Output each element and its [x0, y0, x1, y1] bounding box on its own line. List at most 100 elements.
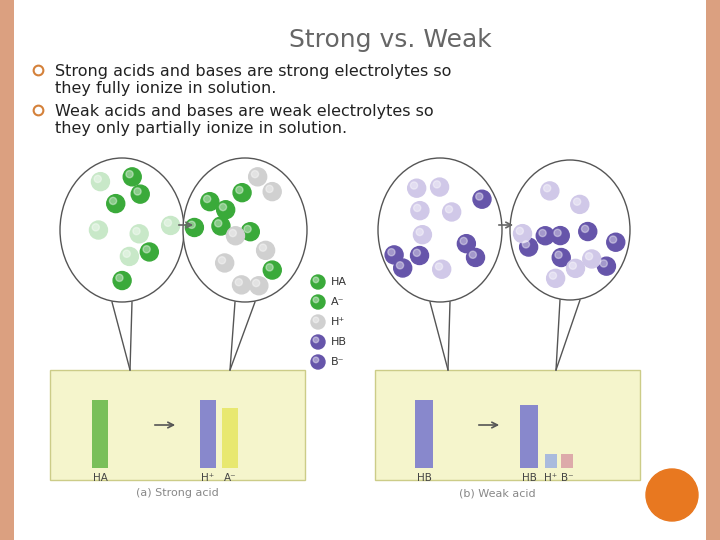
Circle shape — [388, 248, 395, 256]
Circle shape — [539, 230, 546, 237]
Circle shape — [544, 185, 551, 192]
Circle shape — [313, 277, 319, 283]
Circle shape — [546, 269, 564, 287]
Circle shape — [609, 236, 616, 243]
Circle shape — [571, 195, 589, 213]
Circle shape — [313, 317, 319, 323]
Circle shape — [549, 272, 557, 279]
Circle shape — [460, 238, 467, 245]
Ellipse shape — [60, 158, 184, 302]
Circle shape — [313, 337, 319, 343]
Circle shape — [413, 204, 420, 212]
Circle shape — [411, 201, 429, 220]
Circle shape — [513, 225, 531, 242]
Circle shape — [555, 251, 562, 259]
Text: Strong acids and bases are strong electrolytes so: Strong acids and bases are strong electr… — [55, 64, 451, 79]
Circle shape — [570, 262, 577, 269]
Circle shape — [204, 195, 211, 202]
Circle shape — [574, 198, 581, 205]
Text: Strong vs. Weak: Strong vs. Weak — [289, 28, 491, 52]
Circle shape — [394, 259, 412, 277]
Text: HB: HB — [331, 337, 347, 347]
FancyBboxPatch shape — [375, 370, 640, 480]
FancyBboxPatch shape — [561, 454, 573, 468]
Text: (a) Strong acid: (a) Strong acid — [135, 488, 218, 498]
Circle shape — [218, 256, 225, 264]
Circle shape — [552, 227, 570, 245]
Circle shape — [554, 230, 561, 237]
Circle shape — [92, 224, 99, 231]
Circle shape — [313, 297, 319, 303]
Circle shape — [216, 254, 234, 272]
Circle shape — [473, 190, 491, 208]
Circle shape — [130, 225, 148, 243]
Polygon shape — [230, 302, 255, 370]
Circle shape — [123, 250, 130, 258]
Circle shape — [109, 197, 117, 205]
Circle shape — [212, 217, 230, 235]
Circle shape — [253, 279, 260, 287]
Circle shape — [131, 185, 149, 203]
Circle shape — [133, 227, 140, 235]
Circle shape — [313, 357, 319, 363]
Circle shape — [89, 221, 107, 239]
Circle shape — [233, 184, 251, 201]
Circle shape — [457, 235, 475, 253]
Circle shape — [552, 248, 570, 267]
Circle shape — [123, 168, 141, 186]
Ellipse shape — [183, 158, 307, 302]
Circle shape — [120, 247, 138, 266]
Circle shape — [113, 272, 131, 289]
Polygon shape — [556, 300, 580, 370]
Circle shape — [311, 335, 325, 349]
Circle shape — [244, 225, 251, 233]
Circle shape — [536, 227, 554, 245]
Circle shape — [94, 176, 102, 183]
Circle shape — [467, 248, 485, 266]
Text: (b) Weak acid: (b) Weak acid — [459, 488, 535, 498]
Circle shape — [161, 217, 179, 234]
FancyBboxPatch shape — [415, 400, 433, 468]
Circle shape — [436, 263, 443, 270]
Circle shape — [600, 260, 608, 267]
Text: A⁻: A⁻ — [331, 297, 344, 307]
Text: H⁺: H⁺ — [331, 317, 346, 327]
Circle shape — [408, 179, 426, 197]
FancyBboxPatch shape — [92, 400, 108, 468]
Text: H⁺: H⁺ — [544, 473, 557, 483]
Circle shape — [585, 253, 593, 260]
Circle shape — [516, 227, 523, 234]
Text: B⁻: B⁻ — [561, 473, 573, 483]
Text: Weak acids and bases are weak electrolytes so: Weak acids and bases are weak electrolyt… — [55, 104, 433, 119]
Circle shape — [126, 171, 133, 178]
Circle shape — [385, 246, 403, 264]
Circle shape — [217, 201, 235, 219]
Circle shape — [469, 251, 477, 258]
Circle shape — [116, 274, 123, 281]
FancyBboxPatch shape — [706, 0, 720, 540]
Circle shape — [140, 243, 158, 261]
Circle shape — [311, 315, 325, 329]
Text: B⁻: B⁻ — [331, 357, 344, 367]
Circle shape — [229, 230, 236, 237]
Circle shape — [266, 264, 273, 271]
Text: they fully ionize in solution.: they fully ionize in solution. — [55, 81, 276, 96]
Polygon shape — [112, 302, 132, 370]
Circle shape — [582, 225, 589, 232]
Circle shape — [185, 219, 203, 237]
Circle shape — [416, 228, 423, 235]
Circle shape — [107, 194, 125, 213]
Circle shape — [476, 193, 483, 200]
FancyBboxPatch shape — [222, 408, 238, 468]
Text: they only partially ionize in solution.: they only partially ionize in solution. — [55, 121, 347, 136]
Circle shape — [256, 241, 274, 259]
Circle shape — [188, 221, 195, 228]
Text: HB: HB — [521, 473, 536, 483]
Circle shape — [311, 295, 325, 309]
FancyBboxPatch shape — [50, 370, 305, 480]
Circle shape — [433, 260, 451, 278]
Circle shape — [443, 203, 461, 221]
Circle shape — [250, 276, 268, 295]
Circle shape — [134, 188, 141, 195]
FancyBboxPatch shape — [200, 400, 216, 468]
